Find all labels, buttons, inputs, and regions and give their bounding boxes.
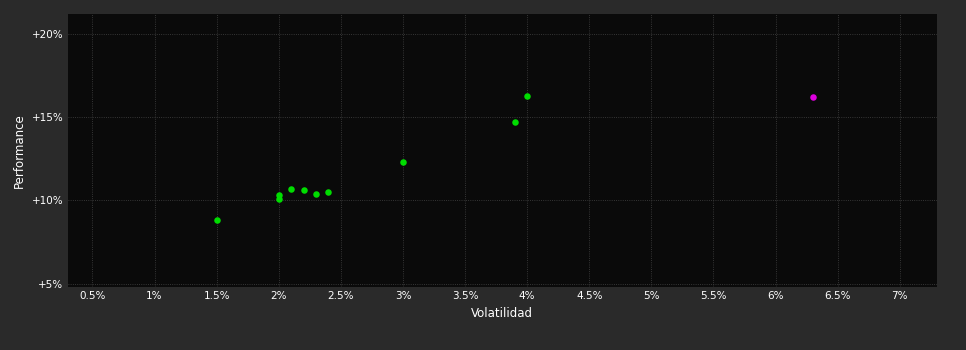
Point	[296, 188, 311, 193]
X-axis label: Volatilidad: Volatilidad	[471, 307, 533, 320]
Point	[283, 186, 298, 191]
Point	[209, 218, 224, 223]
Point	[271, 196, 287, 202]
Point	[308, 191, 324, 197]
Point	[321, 189, 336, 195]
Point	[271, 193, 287, 198]
Point	[507, 119, 523, 125]
Point	[395, 159, 411, 165]
Point	[520, 93, 535, 98]
Y-axis label: Performance: Performance	[14, 113, 26, 188]
Point	[805, 94, 820, 100]
